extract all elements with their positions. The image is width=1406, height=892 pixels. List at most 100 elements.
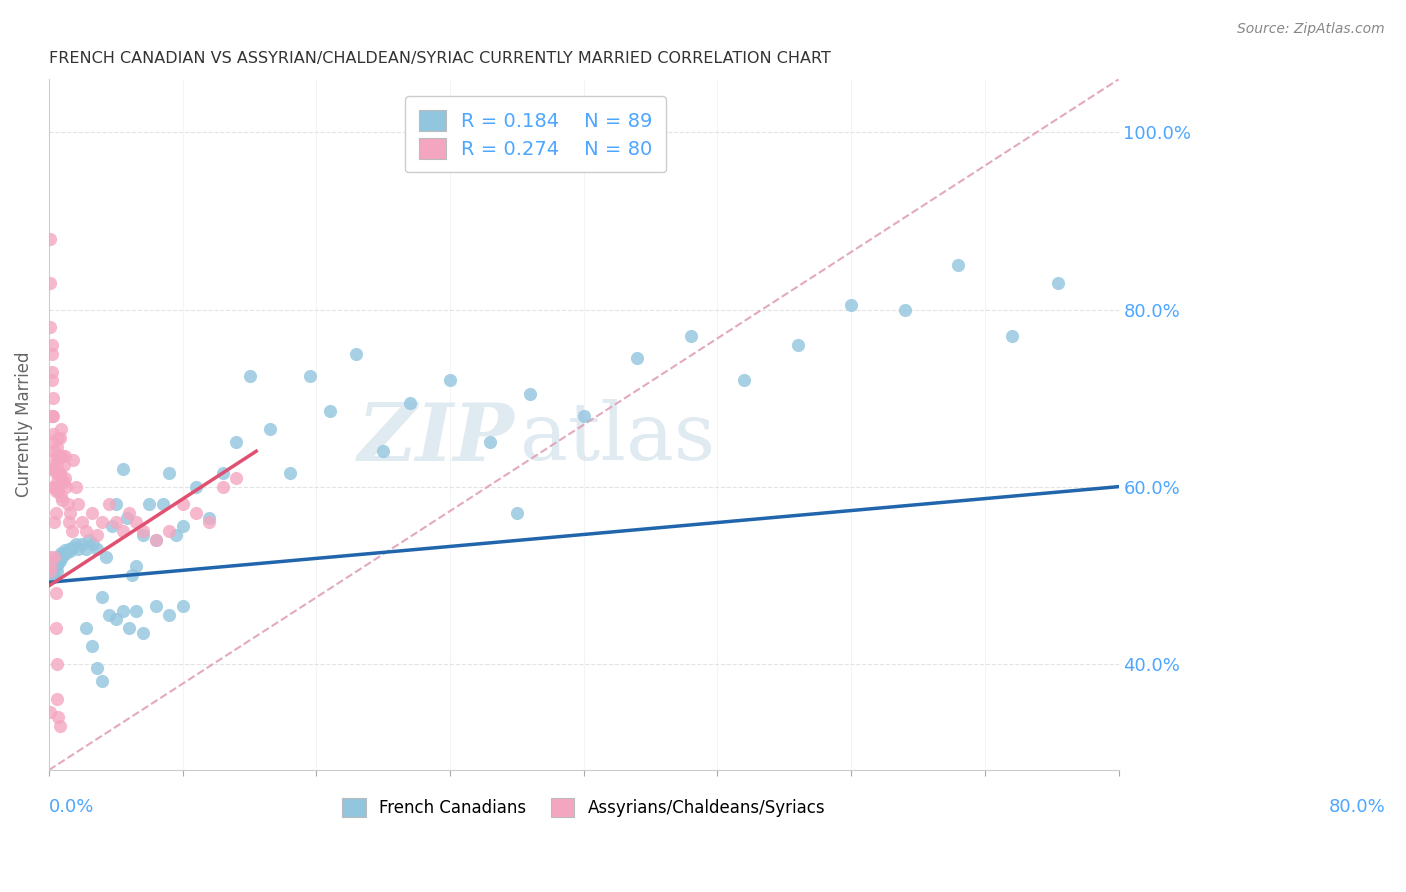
Point [165,528,187,542]
Point [42,391,65,405]
Point [42,462,65,476]
Point [51,449,73,463]
Point [44,462,66,476]
Point [1047,276,1070,290]
Point [48,431,70,445]
Point [41,373,63,387]
Point [172,599,194,614]
Point [319,404,342,418]
Point [44,480,66,494]
Point [51,550,73,565]
Point [41,555,63,569]
Point [46,564,69,578]
Point [39,706,62,720]
Point [225,435,247,450]
Point [46,484,69,499]
Point [46,458,69,472]
Point [145,599,167,614]
Point [839,298,862,312]
Point [58,541,80,556]
Point [44,515,66,529]
Point [60,524,83,538]
Point [72,537,94,551]
Point [125,604,148,618]
Point [53,449,76,463]
Point [572,409,595,423]
Point [80,639,103,653]
Point [198,515,221,529]
Point [39,564,62,578]
Point [46,558,69,572]
Point [49,546,72,560]
Point [48,549,70,563]
Text: 80.0%: 80.0% [1329,797,1386,815]
Point [211,480,233,494]
Point [48,467,70,481]
Point [49,489,72,503]
Point [184,480,207,494]
Point [157,608,180,623]
Point [82,537,104,551]
Point [45,506,67,520]
Point [104,497,127,511]
Y-axis label: Currently Married: Currently Married [15,352,32,498]
Point [259,422,281,436]
Point [44,566,66,580]
Point [104,612,127,626]
Point [101,519,124,533]
Point [46,475,69,490]
Point [58,515,80,529]
Text: FRENCH CANADIAN VS ASSYRIAN/CHALDEAN/SYRIAC CURRENTLY MARRIED CORRELATION CHART: FRENCH CANADIAN VS ASSYRIAN/CHALDEAN/SYR… [49,51,831,66]
Point [39,559,62,574]
Point [42,426,65,441]
Point [519,386,541,401]
Point [48,449,70,463]
Point [46,449,69,463]
Point [145,533,167,547]
Point [131,524,153,538]
Point [786,338,808,352]
Point [56,497,79,511]
Point [42,562,65,576]
Point [45,586,67,600]
Point [45,621,67,635]
Point [96,550,118,565]
Point [77,533,100,547]
Point [125,515,148,529]
Point [42,435,65,450]
Point [46,431,69,445]
Point [479,435,502,450]
Point [62,540,84,554]
Point [55,546,77,560]
Point [172,497,194,511]
Point [45,449,67,463]
Point [75,621,97,635]
Point [46,657,69,671]
Point [346,347,368,361]
Point [39,276,62,290]
Point [157,524,180,538]
Point [46,710,69,724]
Point [439,373,461,387]
Point [946,258,969,272]
Point [131,528,153,542]
Text: ZIP: ZIP [357,400,515,477]
Point [172,519,194,533]
Point [46,550,69,565]
Point [121,568,143,582]
Point [41,347,63,361]
Point [238,368,260,383]
Point [1001,329,1024,343]
Point [52,458,75,472]
Point [98,608,121,623]
Point [39,564,62,578]
Point [118,621,141,635]
Point [86,661,108,675]
Point [41,561,63,575]
Point [626,351,648,366]
Point [45,554,67,568]
Point [65,480,87,494]
Point [53,471,76,485]
Point [111,462,134,476]
Point [225,471,247,485]
